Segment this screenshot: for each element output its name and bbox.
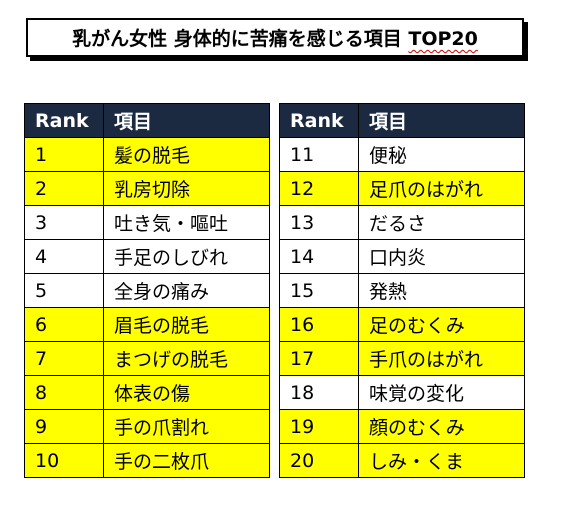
table-row: 7 まつげの脱毛 — [24, 341, 270, 376]
title-main: 乳がん女性 身体的に苦痛を感じる項目 — [72, 28, 409, 50]
table-row: 4 手足のしびれ — [24, 239, 270, 274]
rank-cell: 10 — [24, 443, 104, 478]
rank-cell: 19 — [279, 409, 359, 444]
rank-cell: 3 — [24, 205, 104, 240]
rank-cell: 9 — [24, 409, 104, 444]
rank-cell: 15 — [279, 273, 359, 308]
table-row: 1 髪の脱毛 — [24, 137, 270, 172]
table-row: 11 便秘 — [279, 137, 525, 172]
rank-cell: 5 — [24, 273, 104, 308]
rank-cell: 13 — [279, 205, 359, 240]
table-row: 2 乳房切除 — [24, 171, 270, 206]
item-cell: 全身の痛み — [103, 273, 270, 308]
item-cell: まつげの脱毛 — [103, 341, 270, 376]
item-cell: だるさ — [358, 205, 525, 240]
item-cell: 乳房切除 — [103, 171, 270, 206]
item-cell: 発熱 — [358, 273, 525, 308]
table-row: 17 手爪のはがれ — [279, 341, 525, 376]
item-cell: 体表の傷 — [103, 375, 270, 410]
item-cell: しみ・くま — [358, 443, 525, 478]
rank-cell: 4 — [24, 239, 104, 274]
table-row: 13 だるさ — [279, 205, 525, 240]
rank-cell: 16 — [279, 307, 359, 342]
rank-cell: 7 — [24, 341, 104, 376]
table-row: 14 口内炎 — [279, 239, 525, 274]
table-body-left: 1 髪の脱毛 2 乳房切除 3 吐き気・嘔吐 4 手足のしびれ 5 全身の痛み 6 眉毛の脱毛 7 まつげ… — [24, 137, 270, 478]
table-row: 6 眉毛の脱毛 — [24, 307, 270, 342]
table-row: 20 しみ・くま — [279, 443, 525, 478]
rank-cell: 12 — [279, 171, 359, 206]
rank-cell: 8 — [24, 375, 104, 410]
page-title: 乳がん女性 身体的に苦痛を感じる項目 TOP20 — [72, 24, 478, 51]
header-rank: Rank — [24, 103, 104, 138]
title-accent: TOP20 — [408, 28, 478, 50]
item-cell: 顔のむくみ — [358, 409, 525, 444]
table-row: 3 吐き気・嘔吐 — [24, 205, 270, 240]
table-row: 16 足のむくみ — [279, 307, 525, 342]
header-row: Rank 項目 — [24, 103, 270, 138]
item-cell: 足のむくみ — [358, 307, 525, 342]
rank-cell: 6 — [24, 307, 104, 342]
rank-cell: 14 — [279, 239, 359, 274]
rank-cell: 11 — [279, 137, 359, 172]
ranking-table-left: Rank 項目 1 髪の脱毛 2 乳房切除 3 吐き気・嘔吐 4 手足のしびれ 5 全身の痛み 6 眉… — [24, 103, 270, 478]
table-row: 12 足爪のはがれ — [279, 171, 525, 206]
item-cell: 便秘 — [358, 137, 525, 172]
rank-cell: 1 — [24, 137, 104, 172]
rank-cell: 18 — [279, 375, 359, 410]
table-row: 8 体表の傷 — [24, 375, 270, 410]
item-cell: 眉毛の脱毛 — [103, 307, 270, 342]
ranking-table-right: Rank 項目 11 便秘 12 足爪のはがれ 13 だるさ 14 口内炎 15 発熱 16 足のむく… — [279, 103, 525, 478]
table-row: 15 発熱 — [279, 273, 525, 308]
header-item: 項目 — [358, 103, 525, 138]
item-cell: 味覚の変化 — [358, 375, 525, 410]
table-row: 9 手の爪割れ — [24, 409, 270, 444]
item-cell: 手の爪割れ — [103, 409, 270, 444]
item-cell: 手の二枚爪 — [103, 443, 270, 478]
item-cell: 口内炎 — [358, 239, 525, 274]
title-box: 乳がん女性 身体的に苦痛を感じる項目 TOP20 — [26, 18, 524, 57]
table-row: 10 手の二枚爪 — [24, 443, 270, 478]
header-row: Rank 項目 — [279, 103, 525, 138]
rank-cell: 17 — [279, 341, 359, 376]
item-cell: 髪の脱毛 — [103, 137, 270, 172]
item-cell: 手爪のはがれ — [358, 341, 525, 376]
table-row: 19 顔のむくみ — [279, 409, 525, 444]
table-row: 5 全身の痛み — [24, 273, 270, 308]
item-cell: 吐き気・嘔吐 — [103, 205, 270, 240]
rank-cell: 2 — [24, 171, 104, 206]
header-rank: Rank — [279, 103, 359, 138]
item-cell: 足爪のはがれ — [358, 171, 525, 206]
item-cell: 手足のしびれ — [103, 239, 270, 274]
table-row: 18 味覚の変化 — [279, 375, 525, 410]
header-item: 項目 — [103, 103, 270, 138]
rank-cell: 20 — [279, 443, 359, 478]
table-body-right: 11 便秘 12 足爪のはがれ 13 だるさ 14 口内炎 15 発熱 16 足のむくみ 17 手爪のはが… — [279, 137, 525, 478]
